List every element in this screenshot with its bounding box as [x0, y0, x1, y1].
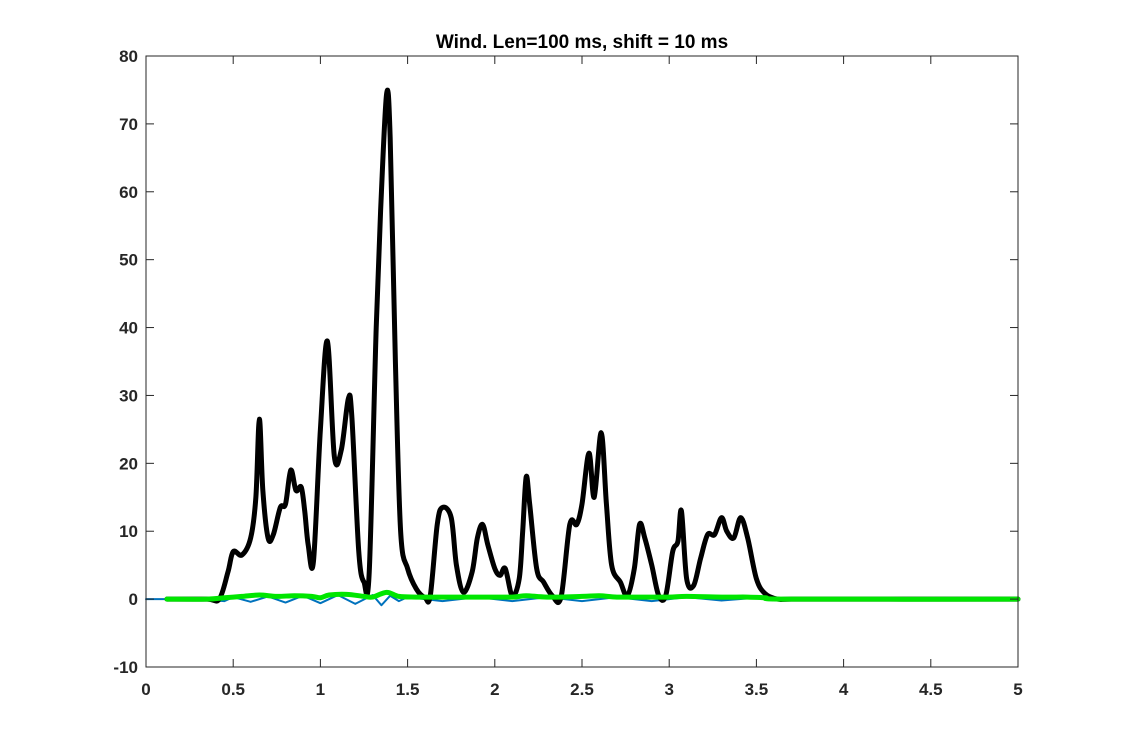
plot-area: 0 0.5 1 1.5 2 2.5 3 3.5 4 4.5 5-100102030405060708…: [113, 47, 1022, 699]
series-line-2: [164, 87, 1021, 606]
y-tick-label: 30: [119, 386, 138, 405]
y-tick-label: -10: [113, 658, 138, 677]
y-tick-label: 40: [119, 319, 138, 338]
y-tick-label: 20: [119, 454, 138, 473]
x-tick-label: 4: [839, 680, 849, 699]
x-tick-label: 2: [490, 680, 499, 699]
series-line-3: [164, 589, 1021, 602]
x-tick-label: 4.5: [919, 680, 943, 699]
x-tick-label: 1.5: [396, 680, 420, 699]
y-tick-label: 70: [119, 115, 138, 134]
x-tick-label: 0.5: [221, 680, 245, 699]
y-tick-label: 60: [119, 183, 138, 202]
x-tick-label: 0: [141, 680, 150, 699]
chart-title: Wind. Len=100 ms, shift = 10 ms: [436, 32, 728, 53]
x-tick-label: 2.5: [570, 680, 594, 699]
x-tick-label: 3.5: [745, 680, 769, 699]
y-tick-label: 50: [119, 251, 138, 270]
x-tick-label: 5: [1013, 680, 1022, 699]
x-tick-label: 1: [316, 680, 325, 699]
y-tick-label: 10: [119, 522, 138, 541]
y-tick-label: 0: [129, 590, 138, 609]
y-tick-label: 80: [119, 47, 138, 66]
x-tick-label: 3: [664, 680, 673, 699]
